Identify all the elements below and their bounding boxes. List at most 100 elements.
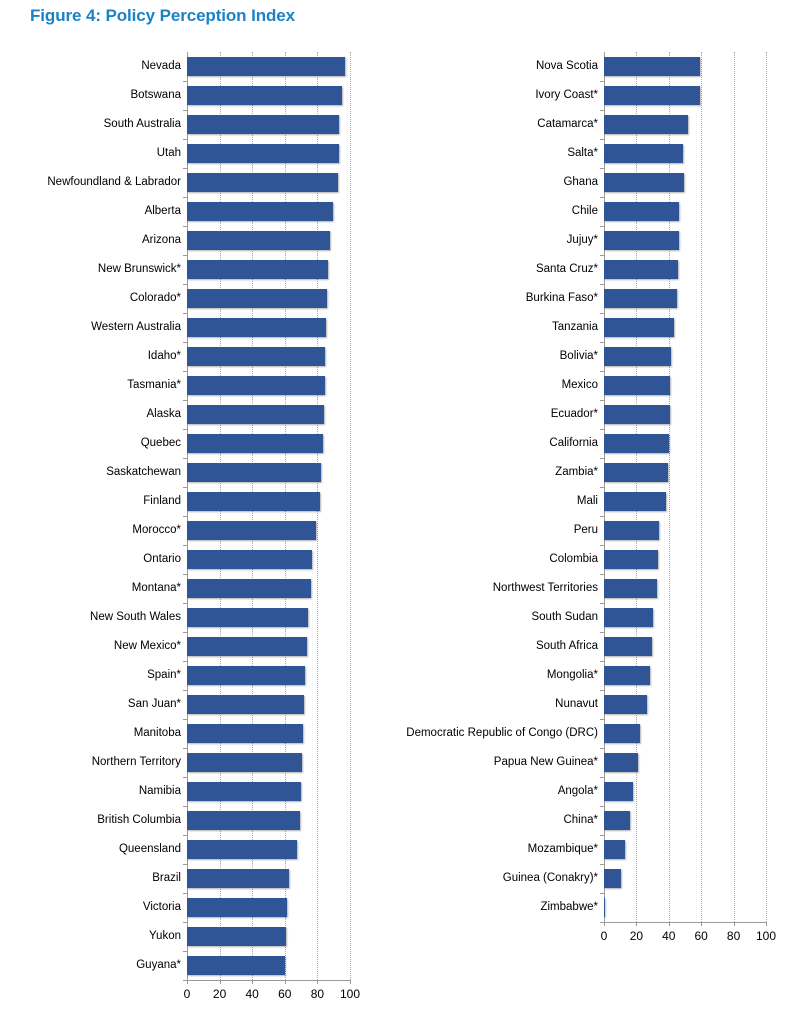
bar-track [600, 226, 801, 256]
category-tick [183, 806, 187, 807]
bar [604, 782, 634, 801]
x-axis-tick-label: 0 [600, 929, 608, 943]
category-label: Bolivia* [559, 349, 598, 362]
bar [187, 144, 339, 163]
bar [604, 550, 659, 569]
category-tick [600, 429, 604, 430]
category-label: Angola* [557, 784, 598, 797]
bar-track [600, 255, 801, 285]
bar [187, 811, 301, 830]
category-tick [600, 574, 604, 575]
bar-row: Nunavut [392, 690, 801, 720]
page-title: Figure 4: Policy Perception Index [30, 6, 295, 25]
category-label: Burkina Faso* [525, 291, 598, 304]
bar-track [183, 226, 400, 256]
bar-row: New Mexico* [0, 632, 400, 662]
bar-track [600, 719, 801, 749]
category-tick [183, 516, 187, 517]
bar-track [600, 748, 801, 778]
bar-track [600, 52, 801, 82]
bar-row: Mozambique* [392, 835, 801, 865]
x-axis-tick-label: 40 [662, 929, 676, 943]
category-tick [600, 748, 604, 749]
bar-track [183, 313, 400, 343]
bar-row: New South Wales [0, 603, 400, 633]
category-label: Brazil [152, 871, 181, 884]
x-axis-tick [668, 922, 670, 926]
bar-row: Queensland [0, 835, 400, 865]
bar-track [600, 429, 801, 459]
category-tick [600, 661, 604, 662]
bar [187, 318, 327, 337]
category-label: Catamarca* [537, 117, 598, 130]
bar-track [600, 81, 801, 111]
bar-rows-right: Nova Scotia Ivory Coast* Catamarca* Salta* G… [392, 52, 801, 923]
bar-row: South Australia [0, 110, 400, 140]
bar-row: Burkina Faso* [392, 284, 801, 314]
bar-row: Quebec [0, 429, 400, 459]
bar-track [600, 574, 801, 604]
bar [604, 376, 670, 395]
bar [187, 898, 288, 917]
category-label: Victoria [142, 900, 181, 913]
bar-row: Ivory Coast* [392, 81, 801, 111]
category-tick [183, 487, 187, 488]
category-label: Namibia [138, 784, 181, 797]
bar-track [600, 806, 801, 836]
bar-track [183, 574, 400, 604]
category-label: Zimbabwe* [540, 900, 598, 913]
category-tick [600, 922, 604, 923]
category-tick [600, 226, 604, 227]
bar-row: Santa Cruz* [392, 255, 801, 285]
bar-track [600, 313, 801, 343]
bar-row: Guinea (Conakry)* [392, 864, 801, 894]
category-label: Guinea (Conakry)* [502, 871, 598, 884]
bar-row: Mexico [392, 371, 801, 401]
bar [187, 115, 339, 134]
category-label: Chile [571, 204, 598, 217]
bar-row: Peru [392, 516, 801, 546]
x-axis-tick-label: 60 [694, 929, 708, 943]
bar-row: New Brunswick* [0, 255, 400, 285]
category-tick [183, 313, 187, 314]
bar-row: Ecuador* [392, 400, 801, 430]
category-label: Alberta [144, 204, 181, 217]
category-label: Arizona [142, 233, 181, 246]
category-tick [183, 690, 187, 691]
category-tick [183, 661, 187, 662]
bar [604, 115, 689, 134]
category-tick [183, 458, 187, 459]
category-tick [600, 777, 604, 778]
bar-track [183, 719, 400, 749]
category-label: Salta* [567, 146, 598, 159]
category-tick [600, 835, 604, 836]
bar-row: Alaska [0, 400, 400, 430]
category-label: Mali [576, 494, 598, 507]
category-label: China* [563, 813, 598, 826]
category-tick [183, 719, 187, 720]
category-label: Tasmania* [127, 378, 181, 391]
category-label: Quebec [140, 436, 181, 449]
category-label: Guyana* [136, 958, 181, 971]
bar [187, 289, 328, 308]
bar [604, 492, 666, 511]
bar-row: Zimbabwe* [392, 893, 801, 923]
bar [604, 608, 653, 627]
bar-row: Namibia [0, 777, 400, 807]
bar [187, 57, 346, 76]
x-axis-tick [733, 922, 735, 926]
bar-row: Northern Territory [0, 748, 400, 778]
category-label: Finland [143, 494, 181, 507]
category-label: Jujuy* [566, 233, 598, 246]
bar-row: South Africa [392, 632, 801, 662]
bar-track [183, 371, 400, 401]
x-axis-tick-label: 40 [245, 987, 259, 1001]
category-tick [183, 429, 187, 430]
bar-row: Botswana [0, 81, 400, 111]
category-label: San Juan* [127, 697, 181, 710]
category-label: New Mexico* [113, 639, 181, 652]
bar [187, 376, 325, 395]
bar-track [600, 864, 801, 894]
bar-row: South Sudan [392, 603, 801, 633]
bar [187, 347, 325, 366]
